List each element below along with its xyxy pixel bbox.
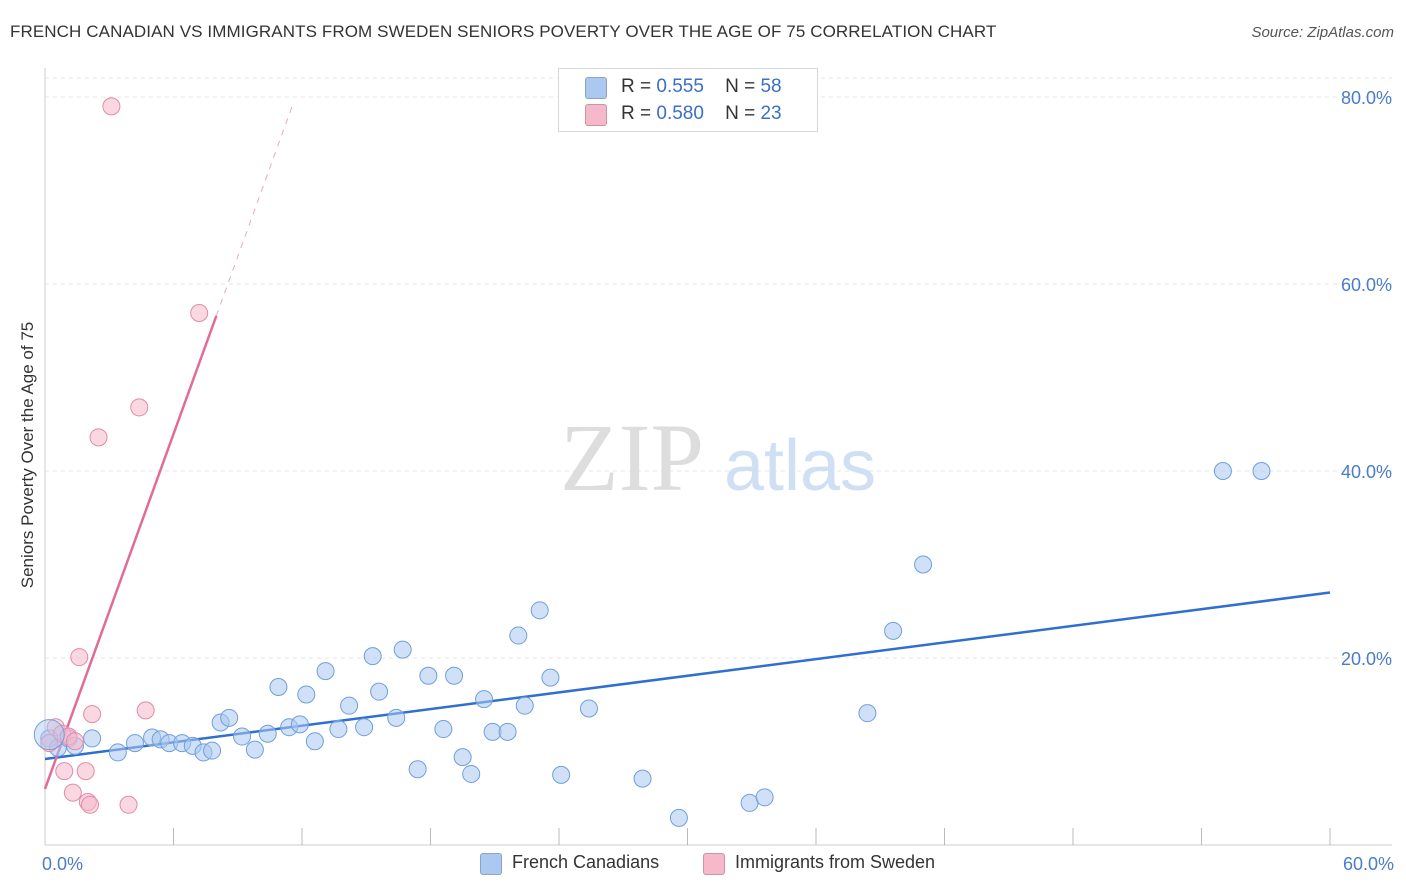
point-french-canadians [393,640,412,659]
point-french-canadians [483,722,502,741]
tick-labels: 20.0% 40.0% 60.0% 80.0% 0.0% 60.0% [42,88,1394,874]
point-french-canadians [203,741,222,760]
y-tick-label: 60.0% [1341,275,1392,295]
legend-r-label: R = [621,76,652,97]
point-french-canadians [509,626,528,645]
point-immigrants-from-sweden [89,428,108,447]
legend-r-value: 0.555 [656,76,704,97]
point-french-canadians [755,788,774,807]
legend-n-value: 23 [760,103,782,124]
legend-swatch-french-canadians [585,77,607,99]
point-immigrants-from-sweden [102,97,121,116]
point-immigrants-from-sweden [130,398,149,417]
trend-line-extension [215,102,294,316]
point-french-canadians [552,765,571,784]
point-french-canadians [305,732,324,751]
point-french-canadians [387,708,406,727]
point-french-canadians [914,555,933,574]
point-french-canadians [355,718,374,737]
y-tick-label: 40.0% [1341,462,1392,482]
point-french-canadians [541,668,560,687]
point-french-canadians [297,685,316,704]
trend-line [43,315,218,790]
point-french-canadians [1213,462,1232,480]
bottom-legend-swatch-french-canadians [480,853,502,875]
point-immigrants-from-sweden [70,648,89,667]
legend-n-label: N = [725,103,756,124]
point-french-canadians [108,743,127,762]
point-french-canadians [340,696,359,715]
point-french-canadians [363,647,382,666]
point-immigrants-from-sweden [40,734,59,753]
point-french-canadians [445,666,464,685]
data-points [33,97,1271,827]
correlation-legend: R = 0.555 N = 58 R = 0.580 N = 23 [558,68,818,132]
legend-r-value: 0.580 [656,103,704,124]
source-label: Source: ZipAtlas.com [1251,24,1394,41]
legend-n-value: 58 [760,76,782,97]
point-french-canadians [530,601,549,620]
point-immigrants-from-sweden [80,795,99,814]
point-french-canadians [462,764,481,783]
point-french-canadians [884,621,903,640]
point-french-canadians [475,690,494,709]
bottom-legend-swatch-immigrants-from-sweden [703,853,725,875]
chart-title: FRENCH CANADIAN VS IMMIGRANTS FROM SWEDE… [10,22,997,41]
legend-n-label: N = [725,76,756,97]
watermark-atlas: atlas [724,426,876,506]
point-french-canadians [408,760,427,779]
point-french-canadians-cluster [33,719,65,751]
point-french-canadians [125,734,144,753]
point-french-canadians [434,720,453,739]
point-immigrants-from-sweden [136,701,155,720]
point-french-canadians [515,696,534,715]
x-tick-label: 0.0% [42,854,83,874]
bottom-legend-label-immigrants-from-sweden: Immigrants from Sweden [735,852,936,872]
point-french-canadians [858,704,877,723]
x-tick-label: 60.0% [1343,854,1394,874]
point-french-canadians [83,729,102,748]
point-french-canadians [233,727,252,746]
legend-r-label: R = [621,103,652,124]
watermark-zip: ZIP [560,404,704,511]
point-immigrants-from-sweden [63,783,82,802]
point-french-canadians [669,808,688,827]
point-immigrants-from-sweden [119,795,138,814]
point-immigrants-from-sweden [190,303,209,322]
bottom-legend-label-french-canadians: French Canadians [512,852,660,872]
point-french-canadians [220,708,239,727]
point-french-canadians [290,715,309,734]
point-french-canadians [740,793,759,812]
point-immigrants-from-sweden [55,762,74,781]
point-french-canadians [579,699,598,718]
legend-swatch-immigrants-from-sweden [585,104,607,126]
watermark: ZIP atlas [560,404,876,511]
point-french-canadians [419,666,438,685]
point-french-canadians [258,724,277,743]
point-immigrants-from-sweden [65,732,84,751]
point-french-canadians [370,682,389,701]
point-french-canadians [245,740,264,759]
point-french-canadians [269,677,288,696]
y-tick-label: 20.0% [1341,649,1392,669]
point-immigrants-from-sweden [83,705,102,724]
point-french-canadians [633,769,652,788]
point-immigrants-from-sweden [76,762,95,781]
y-axis-label: Seniors Poverty Over the Age of 75 [18,321,37,589]
y-tick-label: 80.0% [1341,88,1392,108]
point-french-canadians [1252,462,1271,480]
point-french-canadians [498,722,517,741]
point-french-canadians [329,720,348,739]
axes [44,68,1392,846]
grid-layer [45,77,1392,659]
point-french-canadians [453,748,472,767]
point-french-canadians [316,662,335,681]
